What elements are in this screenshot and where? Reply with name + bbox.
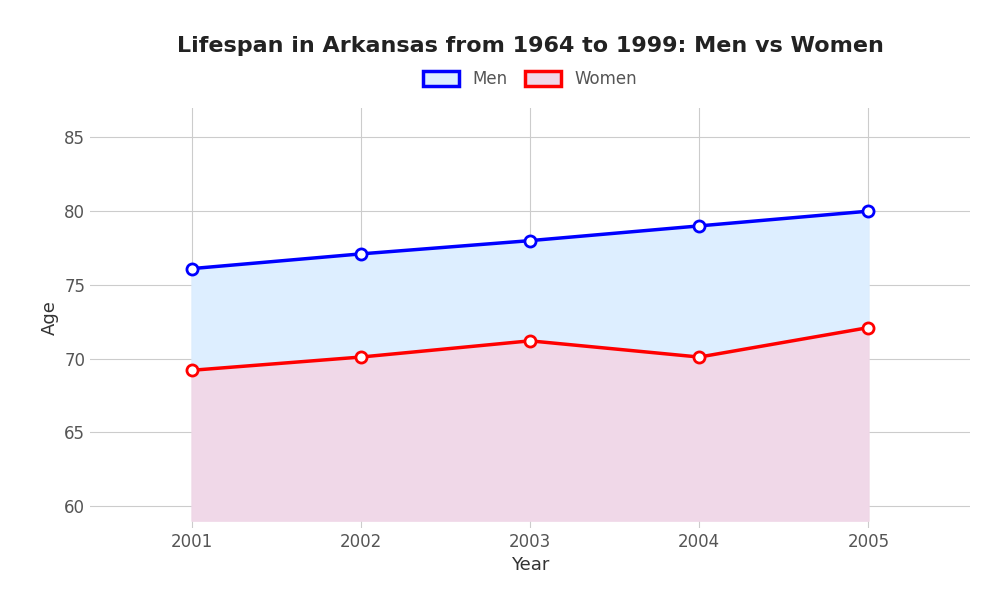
Legend: Men, Women: Men, Women	[414, 62, 646, 97]
Y-axis label: Age: Age	[41, 301, 59, 335]
Title: Lifespan in Arkansas from 1964 to 1999: Men vs Women: Lifespan in Arkansas from 1964 to 1999: …	[177, 37, 883, 56]
X-axis label: Year: Year	[511, 556, 549, 574]
